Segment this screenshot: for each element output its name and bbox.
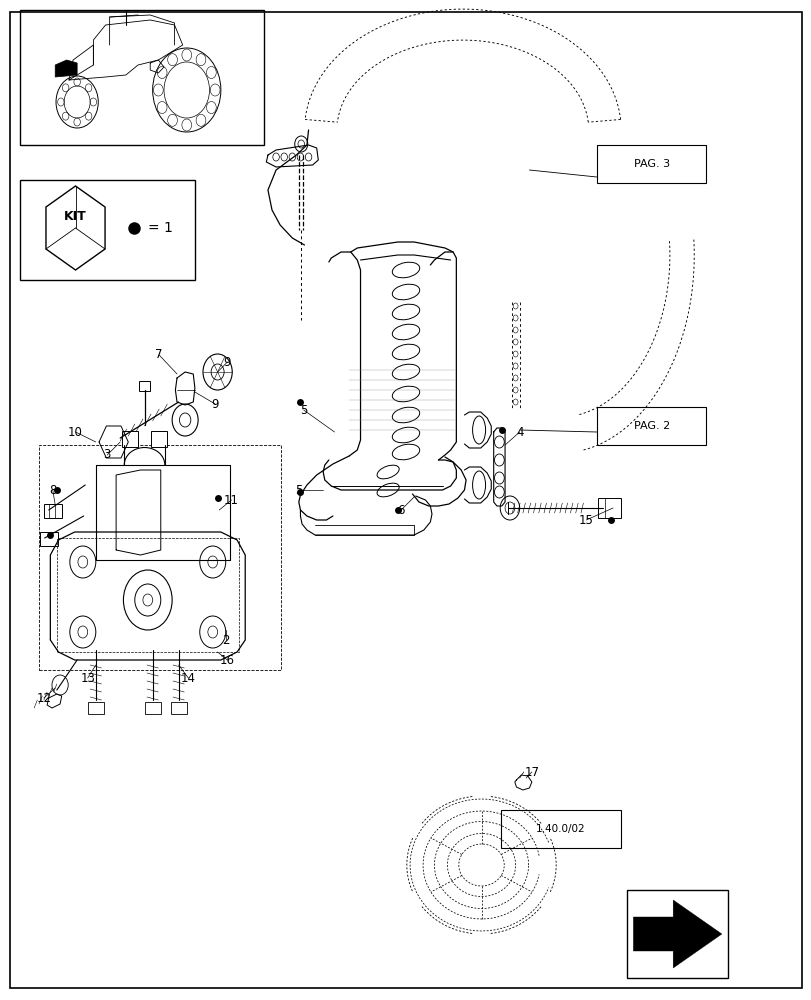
Text: 1.40.0/02: 1.40.0/02	[535, 824, 586, 834]
Bar	[20, 10, 264, 145]
Text: 6: 6	[397, 504, 405, 516]
Text: 14: 14	[181, 672, 195, 684]
Bar	[626, 890, 727, 978]
Bar	[88, 702, 104, 714]
Text: 15: 15	[578, 514, 593, 526]
Text: 8: 8	[49, 484, 57, 496]
Polygon shape	[633, 900, 721, 968]
Bar	[144, 702, 161, 714]
Text: PAG. 3: PAG. 3	[633, 159, 669, 169]
Bar	[139, 381, 150, 391]
Bar	[596, 145, 706, 183]
Bar	[20, 180, 195, 280]
Bar	[151, 431, 167, 447]
Bar	[39, 445, 281, 670]
Bar	[44, 504, 62, 518]
Bar	[170, 702, 187, 714]
Text: 11: 11	[224, 493, 238, 506]
Text: 13: 13	[80, 672, 95, 684]
Text: 17: 17	[524, 766, 539, 778]
Text: 5: 5	[294, 484, 303, 496]
Text: 4: 4	[515, 426, 523, 438]
Text: 12: 12	[36, 692, 51, 704]
Bar	[596, 407, 706, 445]
Text: 5: 5	[299, 403, 307, 416]
Text: 9: 9	[211, 397, 219, 410]
Text: 2: 2	[221, 634, 230, 647]
Bar	[598, 498, 620, 518]
Text: KIT: KIT	[64, 210, 87, 223]
Text: PAG. 2: PAG. 2	[633, 421, 669, 431]
Bar	[122, 431, 138, 447]
Text: 3: 3	[103, 448, 111, 462]
Text: 9: 9	[223, 356, 231, 368]
Text: 7: 7	[155, 349, 163, 361]
Text: = 1: = 1	[148, 221, 172, 235]
Bar	[57, 538, 238, 652]
Polygon shape	[55, 60, 77, 77]
Text: 16: 16	[220, 654, 234, 666]
Bar	[40, 532, 58, 546]
Bar	[500, 810, 620, 848]
Text: 10: 10	[68, 426, 83, 438]
